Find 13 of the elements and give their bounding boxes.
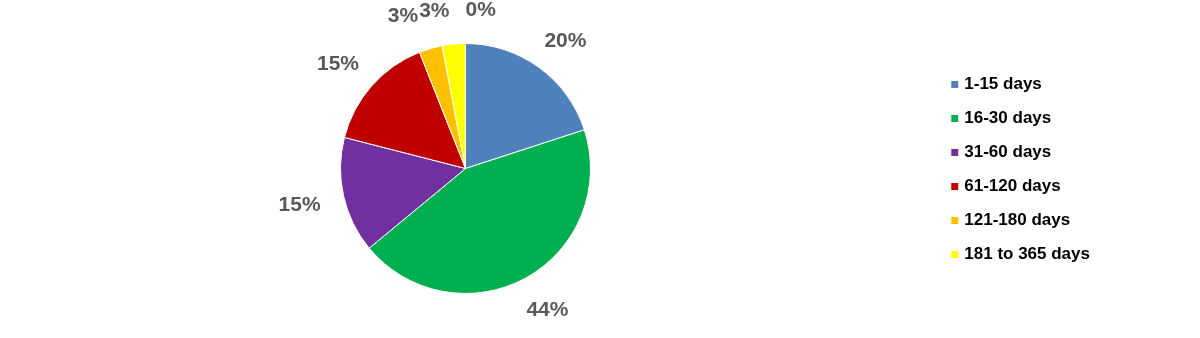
- data-label: 44%: [526, 297, 569, 321]
- data-label: 3%: [419, 0, 450, 21]
- legend-label: 61-120 days: [964, 176, 1061, 196]
- data-label: 3%: [387, 3, 419, 27]
- legend-label: 181 to 365 days: [964, 244, 1090, 264]
- legend-label: 16-30 days: [964, 108, 1052, 128]
- text: 0%: [465, 0, 496, 20]
- legend-label: 1-15 days: [964, 74, 1042, 94]
- legend-label: 31-60 days: [964, 142, 1052, 162]
- data-label: 15%: [278, 191, 321, 215]
- data-label: 15%: [316, 51, 360, 75]
- legend-label: 121-180 days: [964, 210, 1071, 230]
- data-label: 20%: [544, 27, 587, 51]
